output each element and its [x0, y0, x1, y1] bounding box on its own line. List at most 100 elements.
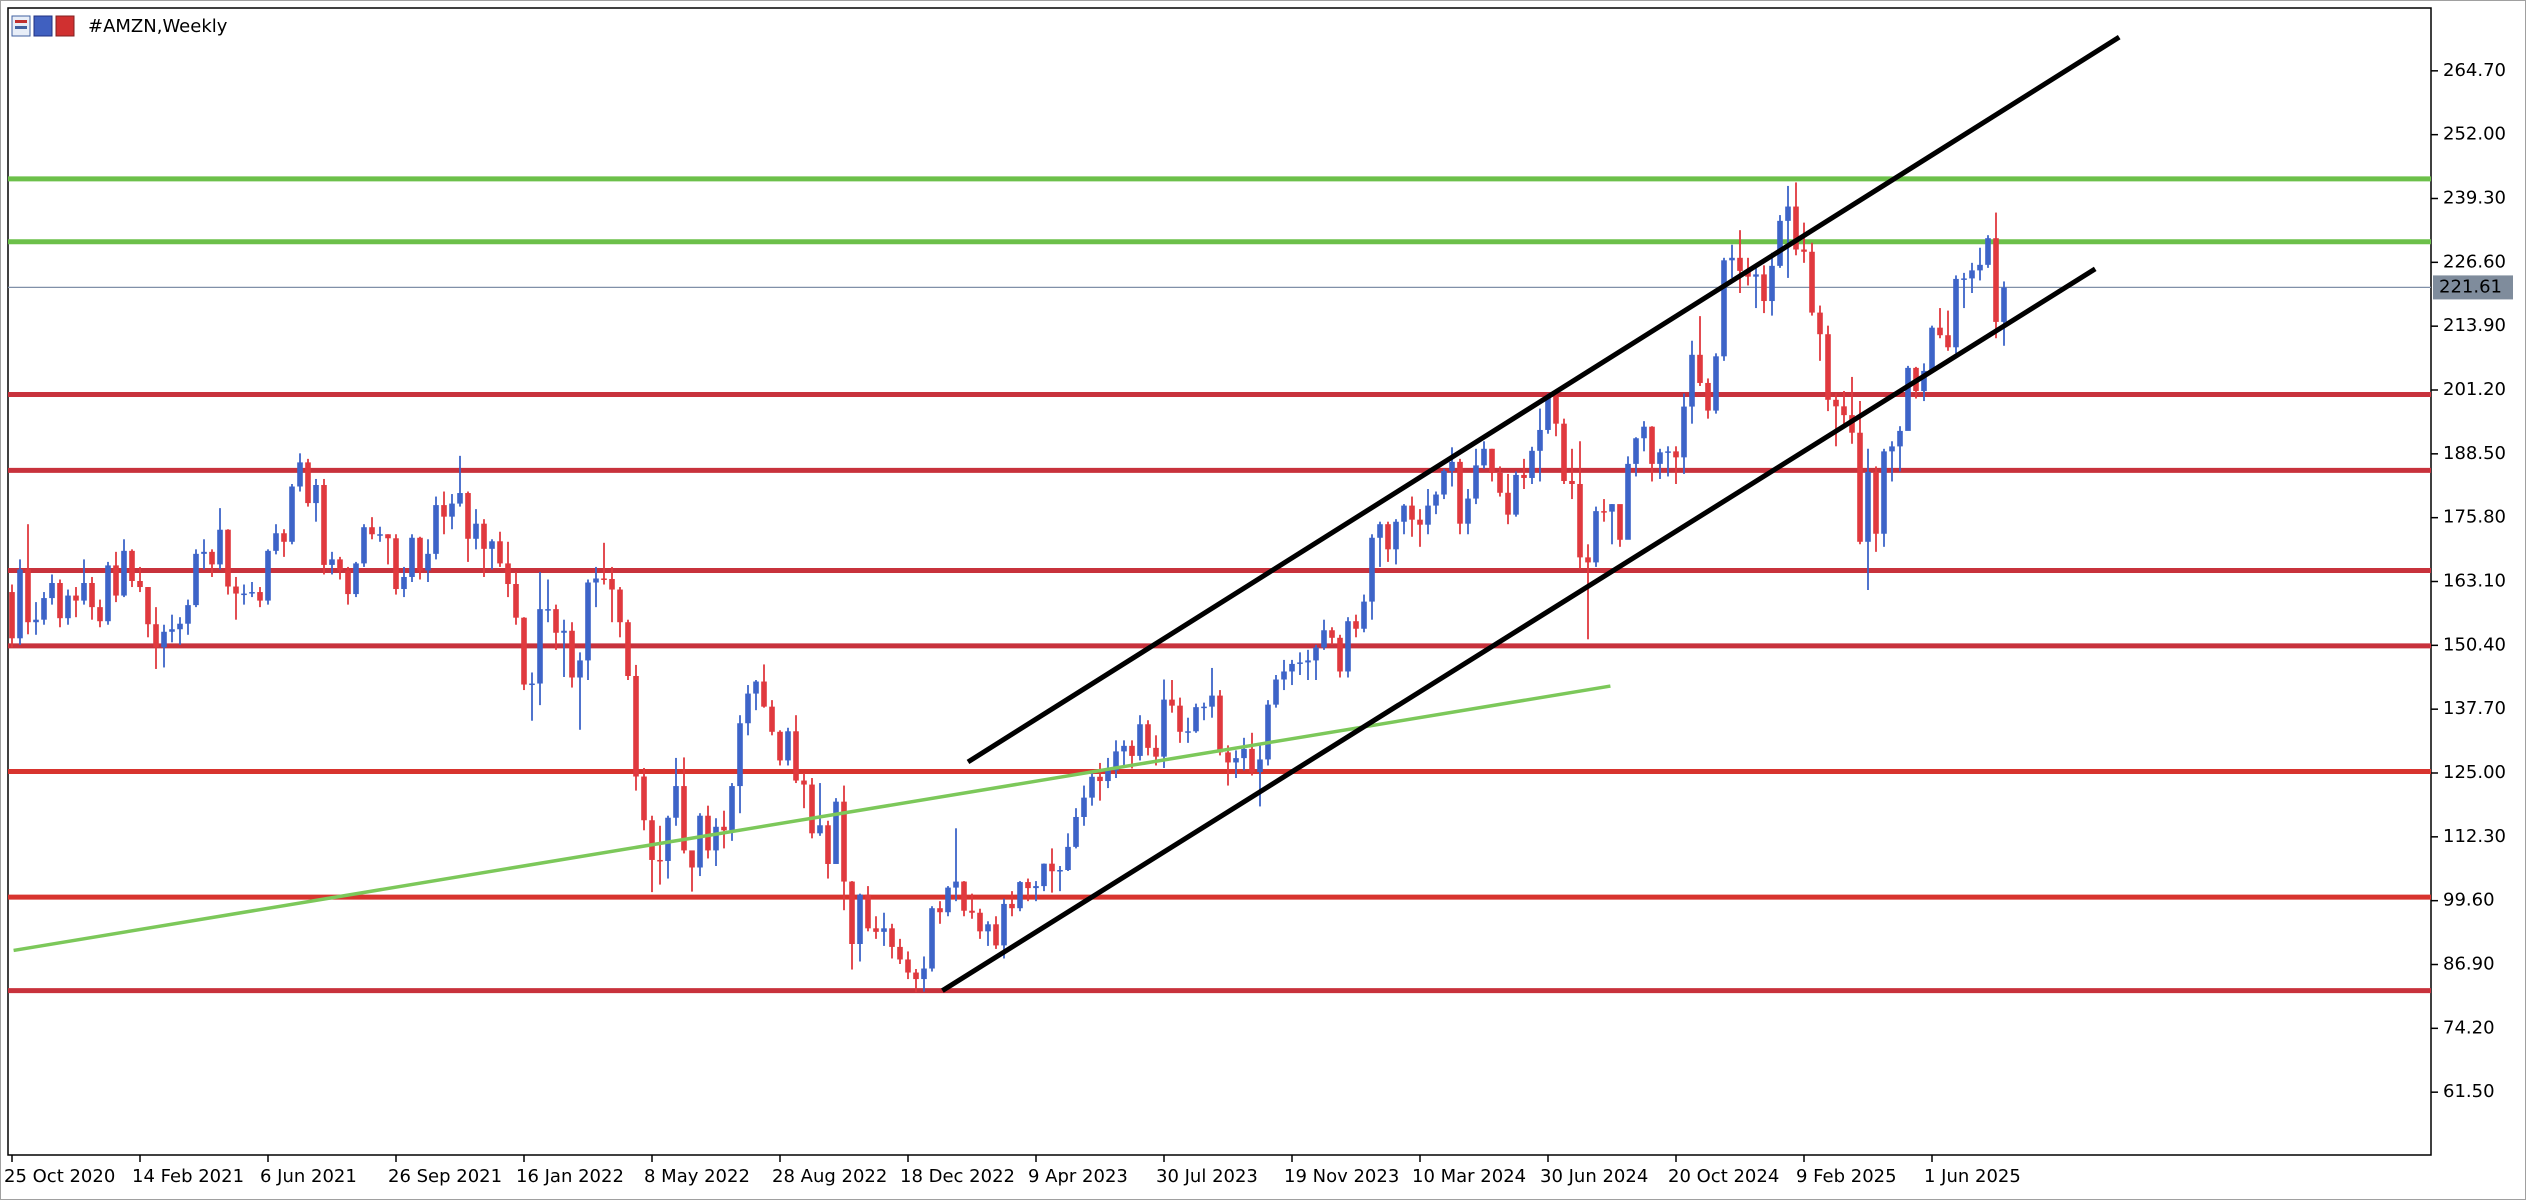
candle-body [89, 583, 95, 608]
candle-body [561, 630, 567, 633]
candle-body [1681, 406, 1687, 458]
candle-body [377, 534, 383, 536]
candle-body [745, 693, 751, 724]
candle-body [121, 550, 127, 596]
candle-body [1289, 663, 1295, 672]
y-tick-label: 188.50 [2443, 443, 2506, 464]
candle-body [337, 559, 343, 571]
candle-body [1465, 498, 1471, 524]
candle-body [961, 881, 967, 911]
candle-body [81, 583, 87, 601]
candle-body [1313, 647, 1319, 661]
candle-body [417, 537, 423, 571]
candle-body [1161, 699, 1167, 757]
candle-body [97, 607, 103, 622]
candle-body [1369, 537, 1375, 602]
candle-body [769, 706, 775, 732]
candle-body [1969, 270, 1975, 279]
candle-body [1625, 463, 1631, 540]
candle-body [1721, 260, 1727, 357]
candle-body [1977, 264, 1983, 271]
candle-body [1449, 461, 1455, 471]
candle-body [1353, 621, 1359, 629]
candle-body [433, 505, 439, 554]
candle-body [1665, 451, 1671, 453]
candle-body [1697, 354, 1703, 383]
candle-body [329, 559, 335, 565]
candle-body [1753, 274, 1759, 277]
candle-body [1073, 816, 1079, 847]
candle-body [313, 484, 319, 504]
candle-body [577, 660, 583, 678]
candle-body [537, 609, 543, 684]
candle-body [1521, 474, 1527, 478]
y-tick-label: 201.20 [2443, 379, 2506, 400]
candle-body [1281, 671, 1287, 680]
candle-body [1737, 257, 1743, 271]
candle-body [905, 959, 911, 973]
candle-body [1897, 430, 1903, 447]
candle-body [361, 527, 367, 564]
candle-body [497, 541, 503, 564]
trend-line [941, 266, 2097, 993]
candle-body [1233, 758, 1239, 763]
x-tick-label: 19 Nov 2023 [1284, 1166, 1399, 1187]
candle-body [1457, 461, 1463, 524]
candle-body [985, 924, 991, 932]
candle-body [1689, 354, 1695, 407]
candle-body [25, 569, 31, 623]
candle-body [457, 493, 463, 504]
header-icons [11, 15, 75, 37]
last-price-label: 221.61 [2439, 276, 2502, 297]
candle-body [1113, 751, 1119, 771]
candle-body [1801, 249, 1807, 252]
candle-body [225, 529, 231, 587]
candle-body [865, 894, 871, 929]
candle-body [1001, 903, 1007, 946]
y-tick-label: 112.30 [2443, 826, 2506, 847]
candle-body [353, 563, 359, 595]
candle-body [793, 731, 799, 781]
plot-layer [8, 35, 2431, 994]
candle-body [1201, 706, 1207, 709]
candle-body [1241, 748, 1247, 759]
candle-body [1657, 452, 1663, 464]
candle-body [777, 731, 783, 761]
candle-body [593, 578, 599, 583]
candle-body [529, 683, 535, 686]
y-tick-label: 99.60 [2443, 890, 2495, 911]
candle-body [233, 586, 239, 594]
candle-body [1441, 470, 1447, 495]
candle-body [249, 592, 255, 594]
candle-body [1105, 770, 1111, 782]
candle-body [889, 928, 895, 947]
candle-body [321, 484, 327, 565]
candle-body [33, 619, 39, 623]
candle-body [73, 595, 79, 601]
y-tick-label: 226.60 [2443, 251, 2506, 272]
candle-body [113, 565, 119, 596]
candle-body [625, 622, 631, 676]
candle-body [281, 533, 287, 542]
candle-body [817, 825, 823, 834]
candle-body [1825, 334, 1831, 400]
candle-body [1217, 695, 1223, 753]
trend-line [13, 684, 1611, 953]
icon [15, 20, 27, 23]
candle-body [481, 523, 487, 549]
x-tick-label: 28 Aug 2022 [772, 1166, 887, 1187]
candle-body [1953, 278, 1959, 348]
candle-body [1377, 524, 1383, 538]
candle-body [201, 551, 207, 554]
candle-body [1649, 426, 1655, 464]
candle-body [1873, 471, 1879, 534]
candle-body [1193, 707, 1199, 732]
candle-body [833, 801, 839, 864]
candle-body [1601, 511, 1607, 513]
candle-body [673, 786, 679, 818]
candle-body [1713, 356, 1719, 411]
candle-body [1225, 752, 1231, 763]
candle-body [1393, 521, 1399, 550]
candle-body [801, 780, 807, 785]
candle-body [1009, 903, 1015, 909]
